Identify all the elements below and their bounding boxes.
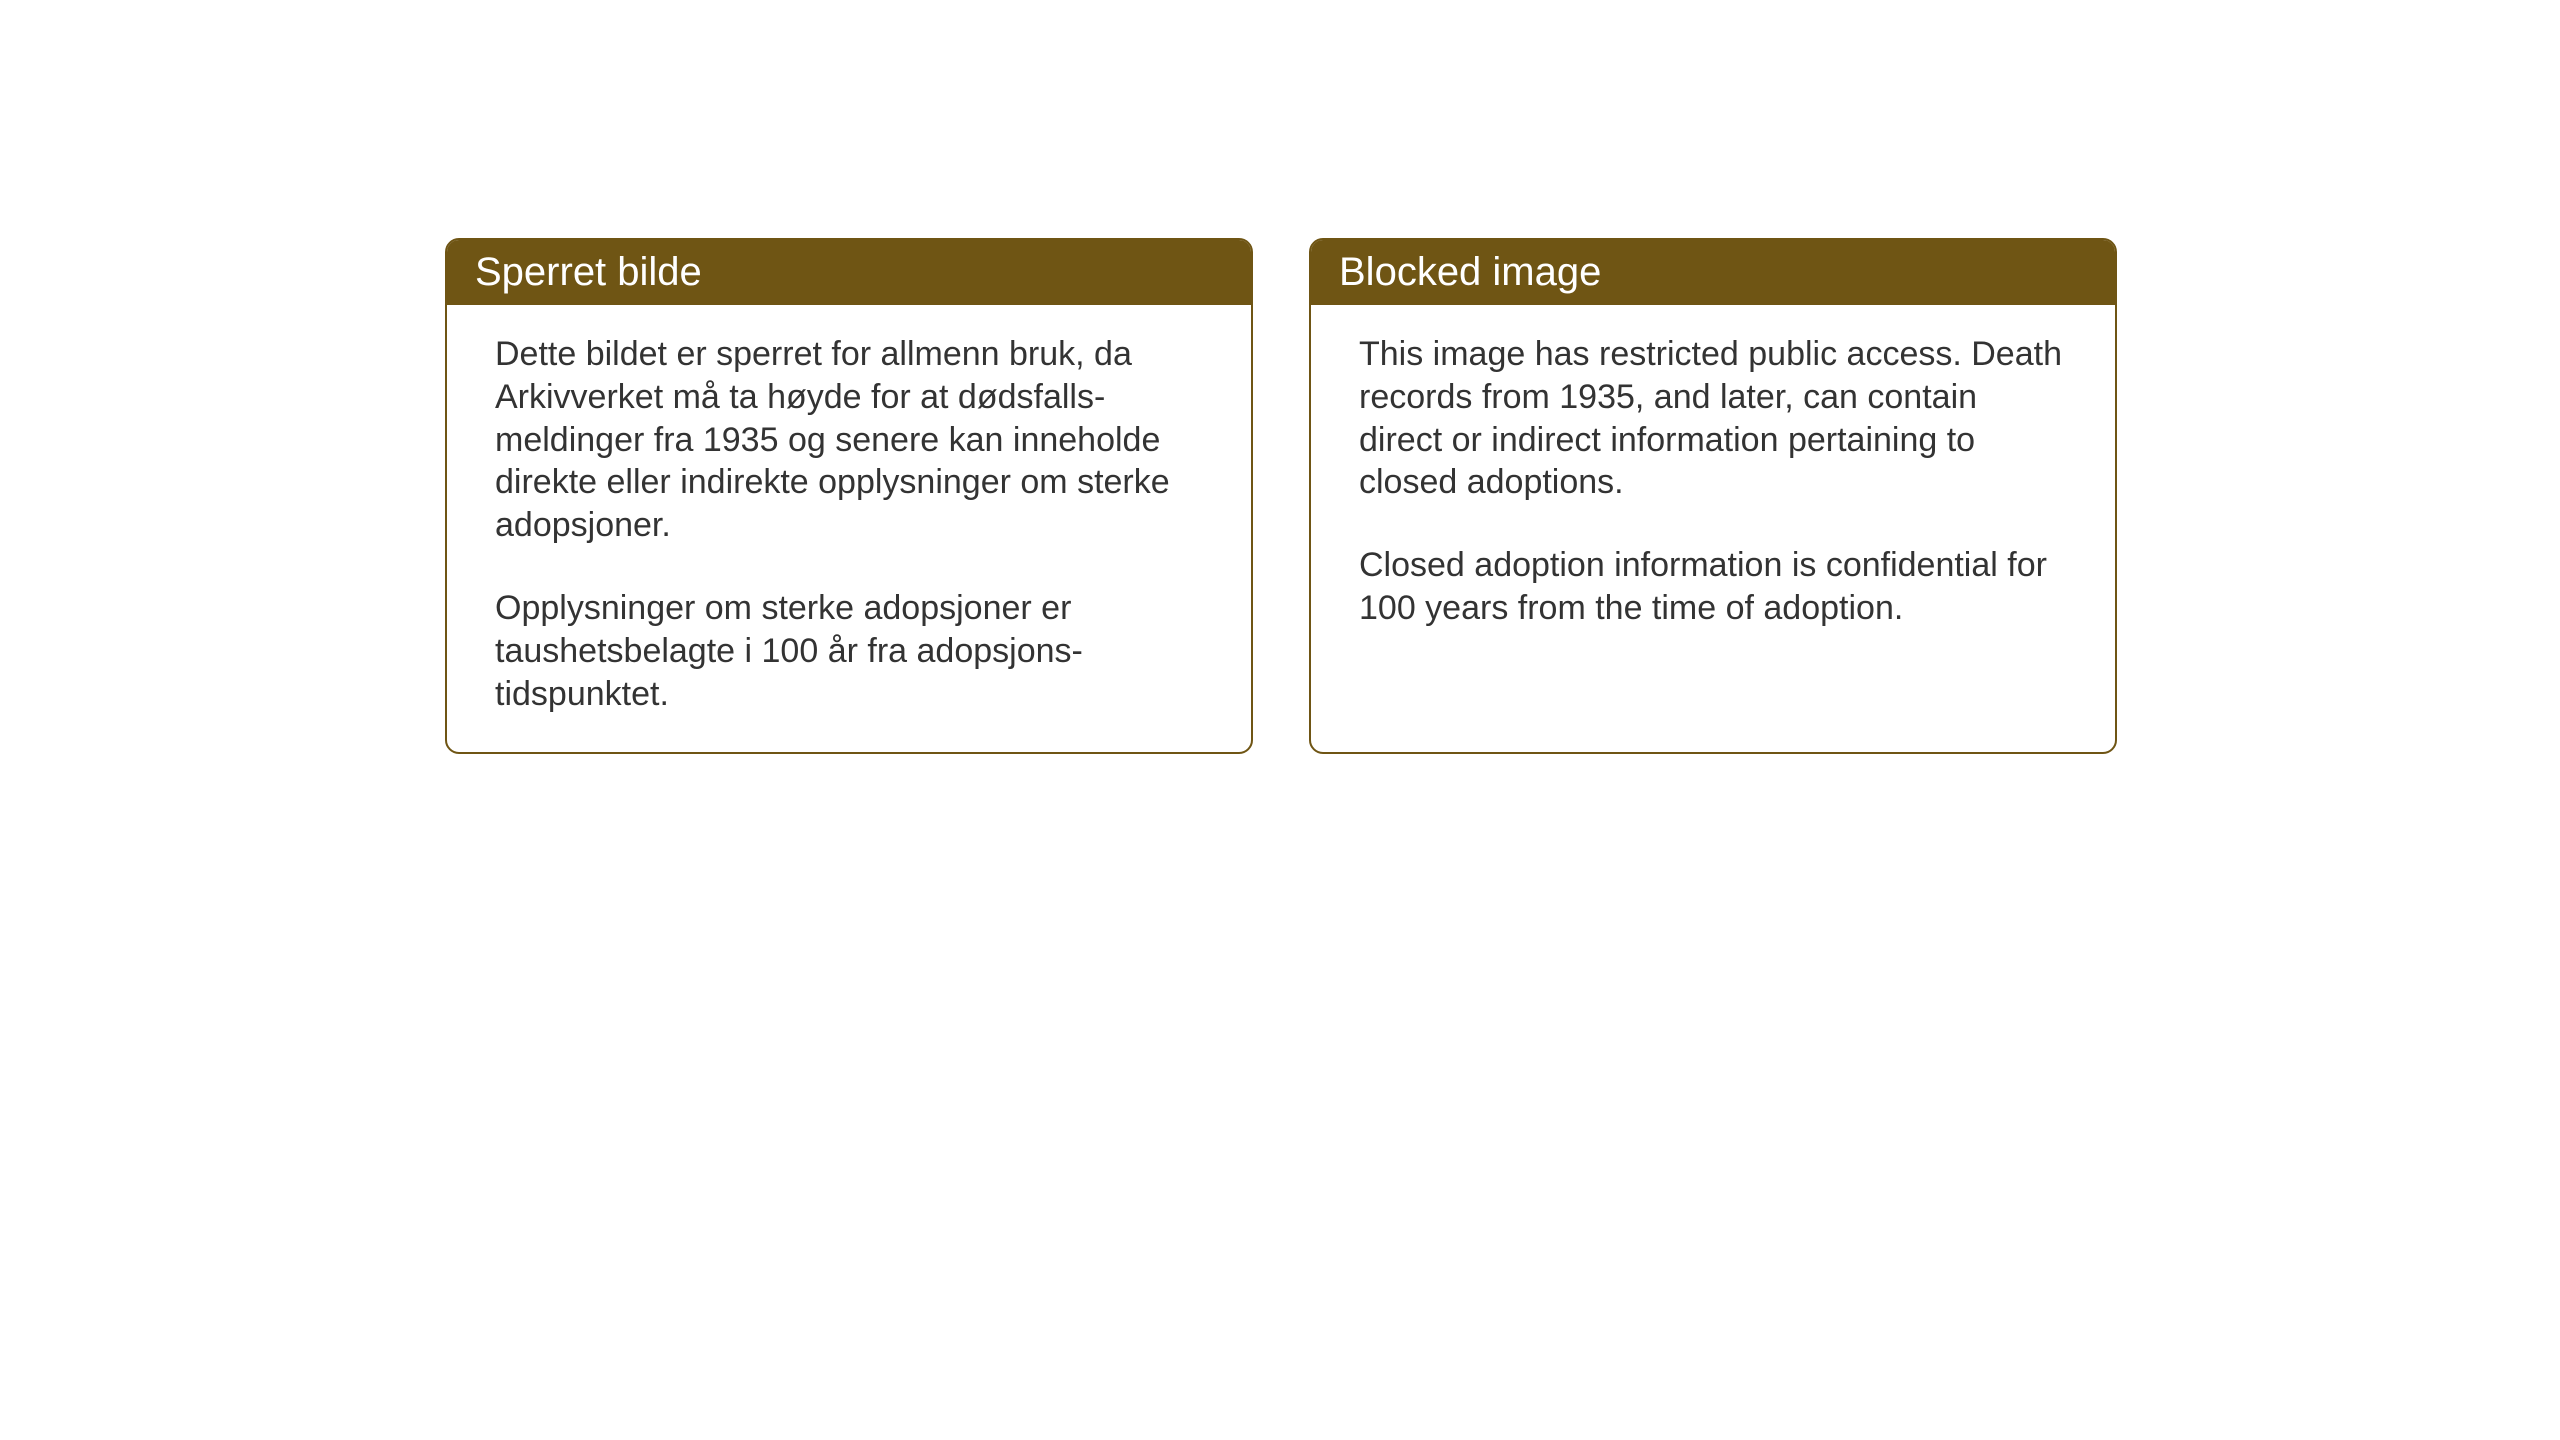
card-norwegian: Sperret bilde Dette bildet er sperret fo…	[445, 238, 1253, 754]
cards-container: Sperret bilde Dette bildet er sperret fo…	[445, 238, 2117, 754]
paragraph-2-norwegian: Opplysninger om sterke adopsjoner er tau…	[495, 587, 1203, 715]
card-english: Blocked image This image has restricted …	[1309, 238, 2117, 754]
card-body-english: This image has restricted public access.…	[1311, 305, 2115, 705]
paragraph-1-english: This image has restricted public access.…	[1359, 333, 2067, 504]
card-title-english: Blocked image	[1339, 250, 1601, 294]
card-title-norwegian: Sperret bilde	[475, 250, 702, 294]
paragraph-2-english: Closed adoption information is confident…	[1359, 544, 2067, 630]
card-header-norwegian: Sperret bilde	[447, 240, 1251, 305]
card-header-english: Blocked image	[1311, 240, 2115, 305]
card-body-norwegian: Dette bildet er sperret for allmenn bruk…	[447, 305, 1251, 752]
paragraph-1-norwegian: Dette bildet er sperret for allmenn bruk…	[495, 333, 1203, 547]
